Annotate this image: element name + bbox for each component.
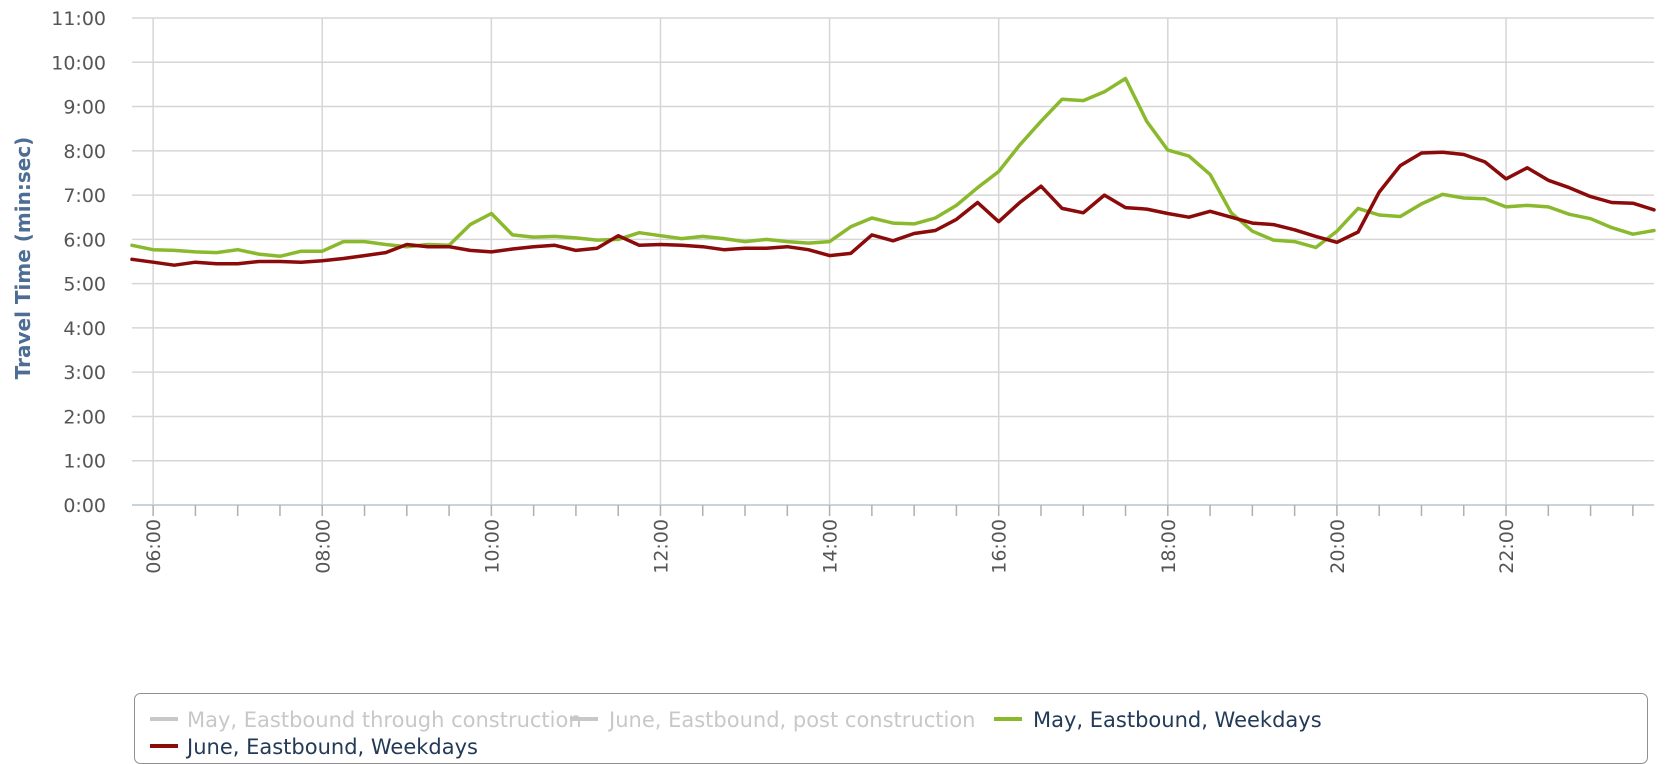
y-tick-label: 1:00 bbox=[63, 451, 106, 473]
x-tick-label: 08:00 bbox=[312, 519, 334, 574]
x-tick-label: 18:00 bbox=[1158, 519, 1180, 574]
series-line-3[interactable] bbox=[130, 150, 1656, 267]
legend-label-may-weekdays: May, Eastbound, Weekdays bbox=[1033, 708, 1322, 732]
legend-item-june-weekdays[interactable]: June, Eastbound, Weekdays bbox=[150, 735, 478, 759]
series-line-2[interactable] bbox=[130, 76, 1656, 259]
y-tick-label: 6:00 bbox=[63, 229, 106, 251]
y-tick-label: 5:00 bbox=[63, 274, 106, 296]
x-tick-label: 12:00 bbox=[650, 519, 672, 574]
y-tick-label: 4:00 bbox=[63, 318, 106, 340]
y-tick-label: 3:00 bbox=[63, 362, 106, 384]
legend-label-june-post-construction: June, Eastbound, post construction bbox=[607, 708, 976, 732]
y-axis: 0:00 1:00 2:00 3:00 4:00 5:00 6:00 7:00 8:00 9:00… bbox=[51, 8, 106, 517]
legend-label-may-through-construction: May, Eastbound through construction bbox=[187, 708, 582, 732]
series-lines bbox=[130, 76, 1656, 267]
legend: May, Eastbound through construction June… bbox=[134, 693, 1648, 764]
legend-item-may-weekdays[interactable]: May, Eastbound, Weekdays bbox=[994, 708, 1322, 732]
y-tick-label: 2:00 bbox=[63, 406, 106, 428]
y-tick-label: 7:00 bbox=[63, 185, 106, 207]
x-tick-label: 06:00 bbox=[143, 519, 165, 574]
x-tick-label: 22:00 bbox=[1496, 519, 1518, 574]
y-tick-label: 10:00 bbox=[51, 52, 106, 74]
x-tick-label: 20:00 bbox=[1327, 519, 1349, 574]
y-axis-title: Travel Time (min:sec) bbox=[11, 137, 35, 380]
y-tick-label: 11:00 bbox=[51, 8, 106, 30]
x-axis: 06:00 08:00 10:00 12:00 14:00 16:00 18:00 20:00… bbox=[132, 504, 1654, 574]
x-tick-label: 16:00 bbox=[989, 519, 1011, 574]
legend-label-june-weekdays: June, Eastbound, Weekdays bbox=[185, 735, 478, 759]
grid bbox=[132, 17, 1654, 506]
legend-item-june-post-construction[interactable]: June, Eastbound, post construction bbox=[570, 708, 976, 732]
y-tick-label: 8:00 bbox=[63, 141, 106, 163]
y-tick-label: 9:00 bbox=[63, 97, 106, 119]
y-tick-label: 0:00 bbox=[63, 495, 106, 517]
x-tick-label: 14:00 bbox=[820, 519, 842, 574]
x-tick-label: 10:00 bbox=[481, 519, 503, 574]
legend-item-may-through-construction[interactable]: May, Eastbound through construction bbox=[150, 708, 582, 732]
